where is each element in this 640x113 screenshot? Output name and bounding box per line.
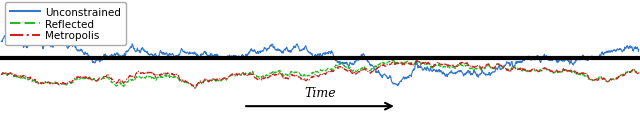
Legend: Unconstrained, Reflected, Metropolis: Unconstrained, Reflected, Metropolis	[5, 3, 126, 46]
Text: Time: Time	[304, 87, 336, 99]
